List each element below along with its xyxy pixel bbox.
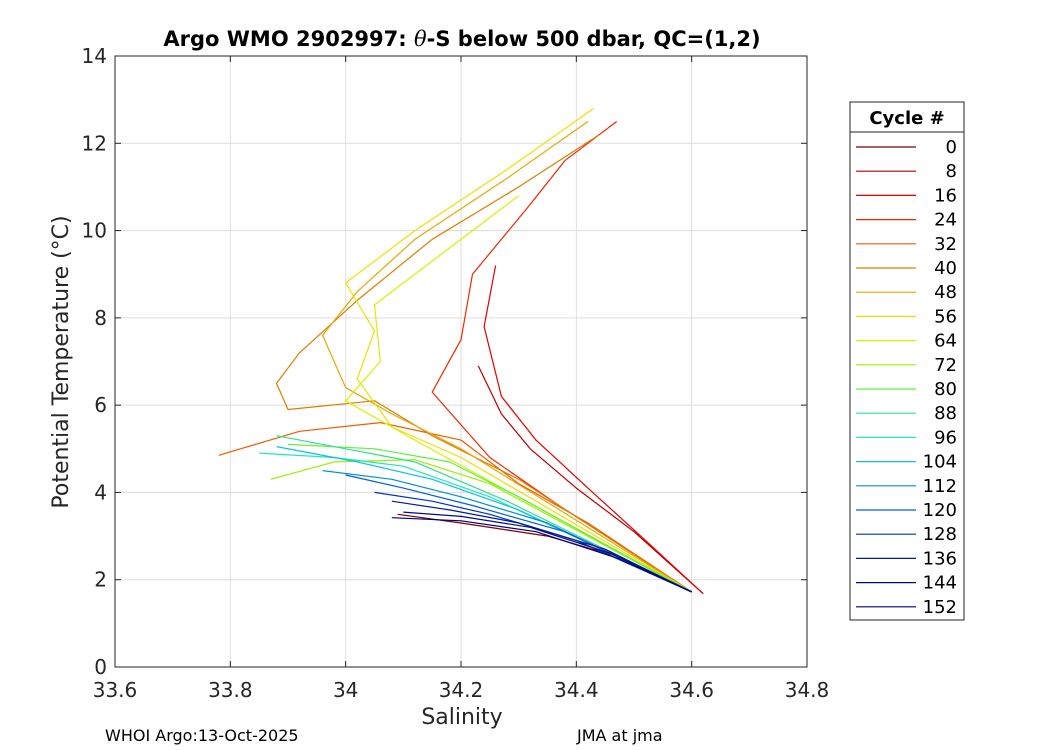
y-tick-label: 2	[94, 568, 107, 592]
series-line-cycle-72	[270, 459, 692, 593]
legend-entry-144: 144	[856, 573, 957, 594]
legend-title: Cycle #	[869, 108, 944, 129]
legend-entry-48: 48	[856, 282, 957, 303]
x-tick-label: 33.8	[208, 678, 253, 702]
legend-label: 48	[934, 282, 957, 303]
y-axis-label: Potential Temperature (°C)	[49, 215, 74, 508]
legend-label: 16	[934, 185, 957, 206]
series-lines	[218, 107, 704, 595]
chart-title: Argo WMO 2902997: θ-S below 500 dbar, QC…	[163, 27, 760, 51]
legend-label: 112	[923, 476, 957, 497]
legend-label: 24	[934, 210, 957, 231]
legend-entry-96: 96	[856, 427, 957, 448]
series-line-cycle-88	[276, 435, 692, 593]
y-tick-label: 0	[94, 655, 107, 679]
series-line-cycle-56	[345, 107, 693, 593]
legend-label: 72	[934, 355, 957, 376]
y-tick-label: 14	[82, 44, 107, 68]
legend-entry-88: 88	[856, 403, 957, 424]
series-line-cycle-144	[403, 511, 692, 593]
legend-entry-128: 128	[856, 524, 957, 545]
series-line-cycle-8	[477, 365, 704, 595]
legend-entry-120: 120	[856, 500, 957, 521]
legend: Cycle # 0 8 16 24 32 40 48 56 64 72 80 88 96 104 112 12…	[849, 101, 965, 621]
y-tick-label: 4	[94, 480, 107, 504]
x-tick-label: 34.8	[785, 678, 830, 702]
x-tick-label: 33.6	[93, 678, 138, 702]
series-line-cycle-104	[276, 446, 692, 593]
legend-entry-56: 56	[856, 306, 957, 327]
x-tick-label: 34.6	[669, 678, 714, 702]
legend-label: 136	[923, 548, 957, 569]
x-tick-label: 34.4	[554, 678, 599, 702]
legend-entry-80: 80	[856, 379, 957, 400]
axis-ticks: 33.6 33.8 34 34.2 34.4 34.6 34.8 0 2 4 6 8 10 12 14	[82, 44, 830, 702]
legend-entry-32: 32	[856, 234, 957, 255]
y-tick-label: 10	[82, 219, 107, 243]
legend-label: 0	[946, 137, 957, 158]
legend-label: 128	[923, 524, 957, 545]
y-tick-label: 6	[94, 393, 107, 417]
series-line-cycle-16	[483, 265, 704, 595]
legend-entry-136: 136	[856, 548, 957, 569]
legend-label: 64	[934, 331, 957, 352]
legend-entries: 0 8 16 24 32 40 48 56 64 72 80 88 96 104 112 120 128 136 1…	[856, 137, 957, 618]
legend-label: 40	[934, 258, 957, 279]
legend-entry-8: 8	[856, 161, 957, 182]
legend-entry-64: 64	[856, 331, 957, 352]
legend-label: 144	[923, 573, 957, 594]
series-line-cycle-40	[275, 134, 693, 593]
series-line-cycle-64	[345, 195, 692, 593]
series-line-cycle-112	[322, 470, 692, 593]
legend-entry-152: 152	[856, 597, 957, 618]
legend-entry-0: 0	[856, 137, 957, 158]
series-line-cycle-48	[322, 121, 693, 593]
legend-label: 104	[923, 452, 957, 473]
legend-label: 32	[934, 234, 957, 255]
series-line-cycle-24	[431, 121, 693, 593]
legend-label: 56	[934, 306, 957, 327]
legend-label: 88	[934, 403, 957, 424]
legend-entry-112: 112	[856, 476, 957, 497]
grid-lines	[115, 56, 807, 667]
legend-entry-24: 24	[856, 210, 957, 231]
legend-entry-40: 40	[856, 258, 957, 279]
footer-right: JMA at jma	[576, 726, 663, 745]
legend-entry-72: 72	[856, 355, 957, 376]
legend-label: 152	[923, 597, 957, 618]
footer-left: WHOI Argo:13-Oct-2025	[105, 726, 299, 745]
series-line-cycle-136	[391, 500, 692, 593]
series-line-cycle-80	[287, 443, 692, 593]
y-tick-label: 12	[82, 131, 107, 155]
legend-entry-16: 16	[856, 185, 957, 206]
legend-entry-104: 104	[856, 452, 957, 473]
legend-label: 96	[934, 427, 957, 448]
legend-label: 80	[934, 379, 957, 400]
series-line-cycle-152	[391, 517, 692, 593]
legend-label: 8	[946, 161, 957, 182]
legend-label: 120	[923, 500, 957, 521]
x-tick-label: 34.2	[439, 678, 484, 702]
y-tick-label: 8	[94, 306, 107, 330]
x-tick-label: 34	[333, 678, 358, 702]
series-line-cycle-32	[218, 422, 693, 593]
x-axis-label: Salinity	[421, 705, 502, 730]
